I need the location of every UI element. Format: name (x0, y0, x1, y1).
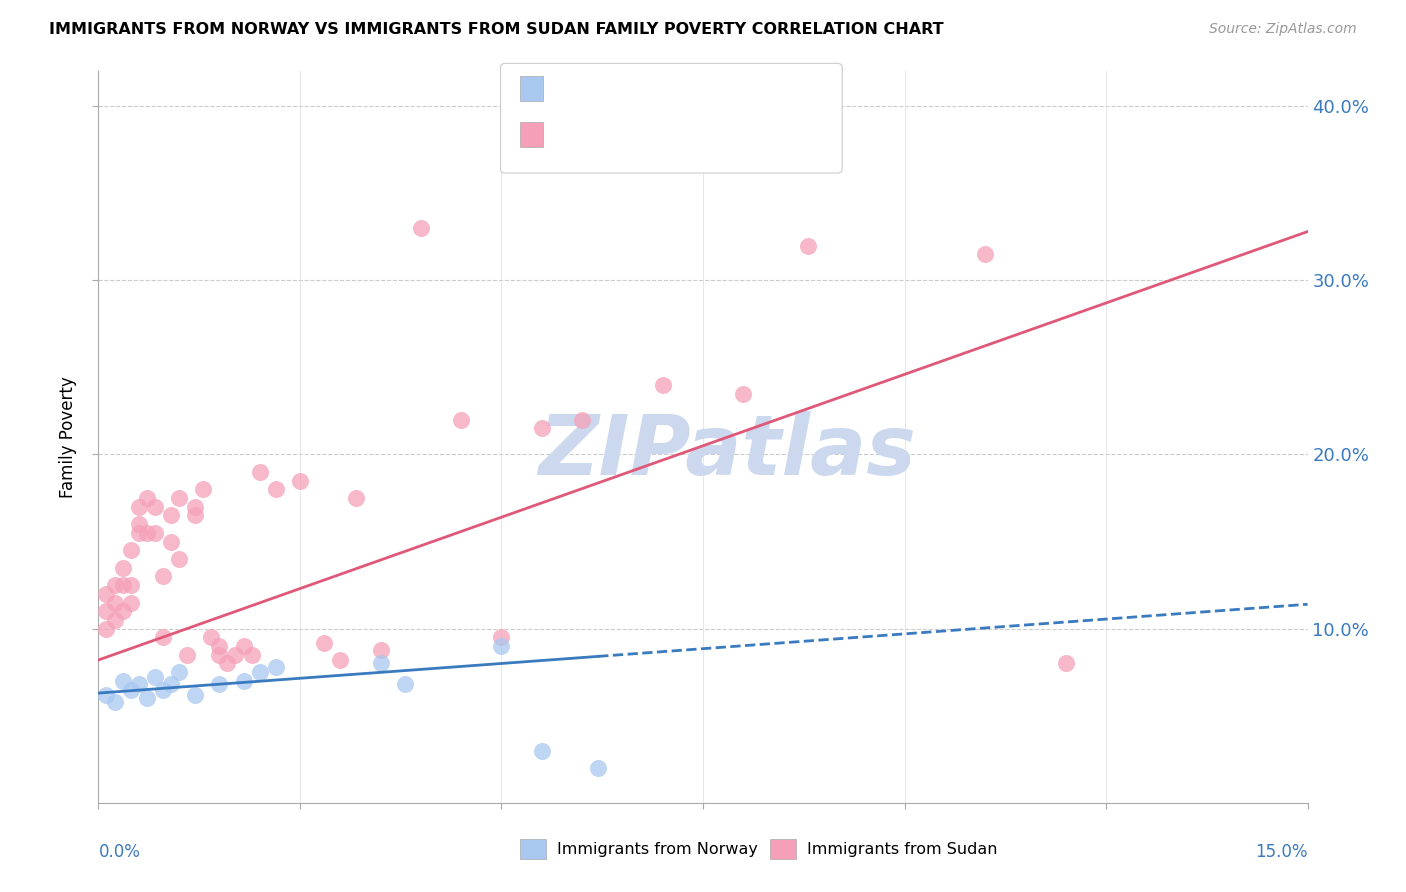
Point (530, 421, 553, 435)
Text: R =: R = (554, 123, 591, 141)
Point (167, 491, 190, 505)
Point (111, 578, 134, 592)
Point (143, 670, 166, 684)
Point (571, 412, 593, 426)
Point (450, 412, 472, 426)
Text: 0.129: 0.129 (596, 77, 648, 95)
Point (160, 677, 183, 691)
Point (1054, 657, 1077, 671)
Point (143, 500, 166, 514)
Point (329, 653, 352, 667)
Point (344, 491, 367, 505)
Point (143, 525, 166, 540)
Point (370, 642, 392, 657)
Point (264, 660, 287, 674)
Point (103, 595, 125, 609)
Point (491, 631, 513, 645)
Point (128, 525, 150, 540)
Point (249, 665, 271, 680)
Point (409, 221, 432, 235)
Point (264, 483, 287, 497)
Text: 0.0%: 0.0% (98, 843, 141, 861)
Point (240, 648, 263, 662)
Point (135, 525, 157, 540)
Point (394, 677, 416, 691)
Point (96, 688, 118, 702)
Point (128, 500, 150, 514)
Point (128, 517, 150, 532)
Point (120, 543, 142, 558)
Point (160, 534, 183, 549)
Point (120, 682, 142, 697)
Point (232, 639, 254, 653)
Text: R =: R = (554, 77, 591, 95)
Point (135, 691, 157, 706)
Point (184, 500, 207, 514)
Text: Source: ZipAtlas.com: Source: ZipAtlas.com (1209, 22, 1357, 37)
Text: ZIPatlas: ZIPatlas (538, 411, 917, 492)
Point (152, 682, 174, 697)
Point (530, 743, 553, 757)
Point (160, 508, 183, 523)
Point (208, 677, 231, 691)
Text: 15.0%: 15.0% (1256, 843, 1308, 861)
Point (167, 552, 190, 566)
Point (103, 613, 125, 627)
Point (224, 648, 246, 662)
Point (96, 604, 118, 618)
Point (797, 238, 820, 252)
Point (120, 595, 142, 609)
Point (111, 673, 134, 688)
Text: 20: 20 (706, 77, 728, 95)
Point (176, 648, 198, 662)
Point (733, 386, 755, 401)
Y-axis label: Family Poverty: Family Poverty (59, 376, 77, 498)
Point (103, 578, 125, 592)
Point (152, 631, 174, 645)
Point (167, 665, 190, 680)
Text: Immigrants from Sudan: Immigrants from Sudan (807, 842, 997, 856)
Point (200, 631, 222, 645)
Point (96, 587, 118, 601)
Text: N =: N = (664, 123, 700, 141)
Text: 53: 53 (706, 123, 728, 141)
Point (232, 673, 254, 688)
Point (249, 465, 271, 479)
Point (193, 483, 215, 497)
Point (314, 635, 336, 649)
Point (184, 508, 207, 523)
Point (128, 677, 150, 691)
Point (491, 639, 513, 653)
Point (208, 648, 231, 662)
Point (370, 657, 392, 671)
Point (111, 560, 134, 574)
Point (96, 622, 118, 636)
Point (120, 578, 142, 592)
Text: IMMIGRANTS FROM NORWAY VS IMMIGRANTS FROM SUDAN FAMILY POVERTY CORRELATION CHART: IMMIGRANTS FROM NORWAY VS IMMIGRANTS FRO… (49, 22, 943, 37)
Text: 0.533: 0.533 (596, 123, 648, 141)
Point (111, 604, 134, 618)
Point (586, 761, 609, 775)
Point (152, 569, 174, 583)
Point (217, 657, 239, 671)
Point (288, 474, 311, 488)
Point (103, 695, 125, 709)
Point (974, 247, 997, 261)
Point (135, 491, 157, 505)
Text: Immigrants from Norway: Immigrants from Norway (557, 842, 758, 856)
Point (184, 688, 207, 702)
Point (208, 639, 231, 653)
Point (651, 377, 673, 392)
Text: N =: N = (664, 77, 700, 95)
